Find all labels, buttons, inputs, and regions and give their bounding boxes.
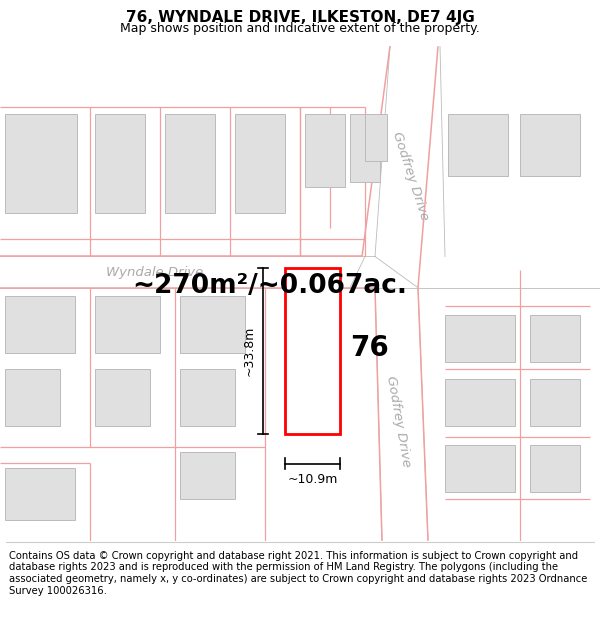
Text: Godfrey Drive: Godfrey Drive xyxy=(383,374,412,468)
Bar xyxy=(180,452,235,499)
Text: ~270m²/~0.067ac.: ~270m²/~0.067ac. xyxy=(133,273,407,299)
Text: 76, WYNDALE DRIVE, ILKESTON, DE7 4JG: 76, WYNDALE DRIVE, ILKESTON, DE7 4JG xyxy=(125,10,475,25)
Bar xyxy=(5,369,60,426)
Bar xyxy=(530,445,580,492)
Bar xyxy=(165,114,215,212)
Bar xyxy=(5,468,75,520)
Bar xyxy=(285,268,340,434)
Bar xyxy=(530,379,580,426)
Bar xyxy=(5,114,77,212)
Text: Godfrey Drive: Godfrey Drive xyxy=(389,131,430,222)
Bar xyxy=(95,296,160,353)
Bar xyxy=(445,379,515,426)
Bar xyxy=(520,114,580,176)
Bar xyxy=(180,296,245,353)
Text: 76: 76 xyxy=(350,334,389,362)
Bar xyxy=(365,114,387,161)
Bar xyxy=(350,114,380,181)
Bar xyxy=(445,445,515,492)
Text: Map shows position and indicative extent of the property.: Map shows position and indicative extent… xyxy=(120,22,480,34)
Bar xyxy=(445,315,515,362)
Bar xyxy=(95,369,150,426)
Bar xyxy=(235,114,285,212)
Text: Wyndale Drive: Wyndale Drive xyxy=(106,266,203,279)
Bar xyxy=(448,114,508,176)
Text: Contains OS data © Crown copyright and database right 2021. This information is : Contains OS data © Crown copyright and d… xyxy=(9,551,587,596)
Text: ~33.8m: ~33.8m xyxy=(243,326,256,376)
Bar xyxy=(305,114,345,187)
Text: ~10.9m: ~10.9m xyxy=(287,473,338,486)
Bar xyxy=(530,315,580,362)
Bar xyxy=(5,296,75,353)
Bar xyxy=(180,369,235,426)
Bar xyxy=(95,114,145,212)
